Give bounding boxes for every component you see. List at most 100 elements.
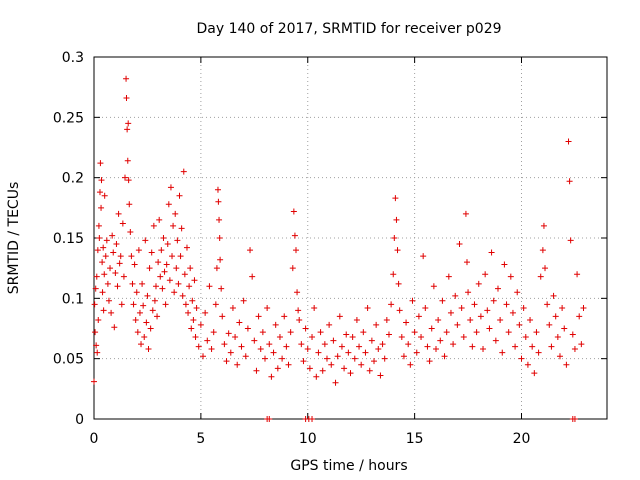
data-point: [100, 244, 107, 251]
data-point: [302, 325, 309, 332]
data-point: [341, 365, 348, 372]
data-point: [330, 337, 337, 344]
data-point: [490, 297, 497, 304]
data-point: [452, 292, 459, 299]
data-point: [379, 341, 386, 348]
data-point: [123, 95, 130, 102]
data-point: [473, 329, 480, 336]
data-point: [244, 325, 251, 332]
data-point: [114, 283, 121, 290]
data-point: [147, 325, 154, 332]
data-point: [165, 201, 172, 208]
data-point: [249, 273, 256, 280]
y-tick-label: 0.3: [62, 50, 84, 66]
data-point: [197, 321, 204, 328]
data-point: [294, 289, 301, 296]
data-point: [475, 280, 482, 287]
data-point: [115, 210, 122, 217]
data-point: [580, 304, 587, 311]
data-point: [134, 329, 141, 336]
data-point: [304, 346, 311, 353]
data-point: [236, 319, 243, 326]
x-tick-label: 0: [90, 431, 99, 447]
data-point: [415, 313, 422, 320]
data-point: [116, 260, 123, 267]
data-point: [574, 271, 581, 278]
data-point: [552, 313, 559, 320]
data-point: [400, 353, 407, 360]
data-point: [242, 353, 249, 360]
data-point: [289, 265, 296, 272]
data-point: [259, 329, 266, 336]
data-point: [512, 343, 519, 350]
data-point: [159, 285, 166, 292]
data-point: [142, 237, 149, 244]
data-point: [121, 174, 128, 181]
data-point: [110, 249, 117, 256]
data-point: [393, 216, 400, 223]
data-point: [186, 283, 193, 290]
data-point: [180, 168, 187, 175]
data-point: [221, 341, 228, 348]
data-point: [117, 253, 124, 260]
data-point: [484, 307, 491, 314]
data-point: [92, 285, 99, 292]
data-point: [185, 309, 192, 316]
data-point: [210, 329, 217, 336]
data-point: [424, 343, 431, 350]
data-point: [385, 331, 392, 338]
data-point: [279, 355, 286, 362]
x-axis-label: GPS time / hours: [290, 458, 407, 474]
data-point: [381, 355, 388, 362]
data-point: [319, 367, 326, 374]
data-point: [328, 361, 335, 368]
data-point: [132, 317, 139, 324]
data-point: [454, 321, 461, 328]
data-point: [215, 198, 222, 205]
data-point: [181, 271, 188, 278]
data-point: [533, 329, 540, 336]
data-point: [334, 353, 341, 360]
data-point: [143, 319, 150, 326]
data-point: [383, 317, 390, 324]
data-point: [544, 301, 551, 308]
data-point: [565, 138, 572, 145]
data-point: [247, 247, 254, 254]
data-point: [170, 222, 177, 229]
data-point: [375, 346, 382, 353]
x-tick-label: 10: [299, 431, 317, 447]
data-point: [505, 329, 512, 336]
data-point: [160, 235, 167, 241]
data-point: [336, 313, 343, 320]
data-point: [101, 192, 108, 199]
data-point: [295, 307, 302, 314]
data-point: [128, 253, 135, 260]
data-point: [527, 317, 534, 324]
data-point: [125, 177, 132, 184]
data-point: [403, 319, 410, 326]
data-point: [202, 309, 209, 316]
data-point: [133, 289, 140, 296]
data-point: [216, 235, 223, 241]
data-point: [428, 325, 435, 332]
data-point: [125, 120, 132, 127]
data-point: [300, 358, 307, 365]
data-point: [287, 329, 294, 336]
data-point: [311, 304, 318, 311]
data-point: [240, 297, 247, 304]
data-point: [95, 222, 102, 229]
data-point: [441, 353, 448, 360]
data-point: [189, 297, 196, 304]
data-point: [283, 343, 290, 350]
data-point: [460, 333, 467, 340]
data-point: [413, 349, 420, 356]
data-point: [571, 416, 578, 422]
data-point: [540, 222, 547, 229]
data-point: [323, 355, 330, 362]
data-point: [96, 189, 103, 196]
data-point: [234, 361, 241, 368]
data-point: [107, 265, 114, 272]
data-point: [390, 271, 397, 278]
data-point: [124, 126, 131, 133]
